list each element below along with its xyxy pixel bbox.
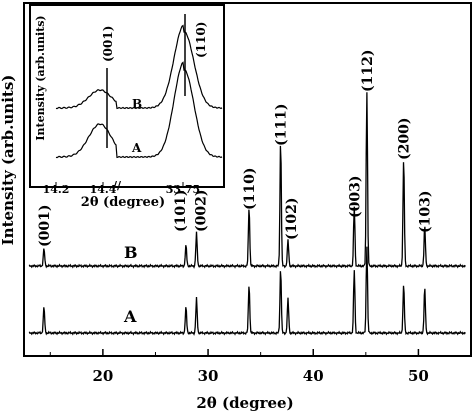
inset-tick-label: 14.2 [43,183,70,196]
inset-tick-label: 33.75 [166,183,200,196]
peak-label: (002) [193,190,209,232]
peak-label: (111) [274,104,290,146]
inset-annotations: (001) (110) B A [101,22,208,155]
inset-x-axis-label: 2θ (degree) [81,195,165,210]
inset-x-ticks: 14.2 14.4 33.75 [43,182,200,196]
peak-label: (001) [37,205,53,247]
inset-y-axis-label: Intensity (arb.units) [34,15,47,140]
main-traces [28,92,466,336]
inset-series-A: A [131,141,142,155]
inset-trace-B [55,24,223,110]
inset-traces [55,14,223,159]
trace-B [28,92,466,269]
main-peak-labels: (001) (101) (002) (110) (111) (102) (003) (112)… [37,50,434,247]
series-label-B: B [124,243,138,262]
peak-label: (110) [242,168,258,210]
x-tick-label: 30 [198,367,219,385]
x-tick-label: 50 [408,367,429,385]
peak-label: (003) [347,176,363,218]
peak-label: (102) [284,198,300,240]
main-plot-frame [23,2,472,357]
inset-trace-A [55,61,223,159]
inset-tick-label: 14.4 [90,183,117,196]
inset-axis-break: // [113,179,122,192]
trace-A [28,246,466,336]
peak-label: (112) [360,50,376,92]
x-tick-label: 20 [92,367,113,385]
main-y-axis-label: Intensity (arb.units) [0,75,17,246]
series-label-A: A [123,307,137,326]
main-series-names: BA [123,243,138,326]
main-x-ticks: 20 30 40 50 [49,349,472,385]
x-tick-label: 40 [303,367,324,385]
inset-label-110: (110) [194,22,208,58]
inset-series-B: B [132,97,142,111]
peak-label: (200) [397,118,413,160]
main-x-axis-label: 2θ (degree) [196,394,293,412]
inset-label-001: (001) [101,26,115,62]
peak-label: (103) [418,191,434,233]
peak-label: (101) [173,190,189,232]
